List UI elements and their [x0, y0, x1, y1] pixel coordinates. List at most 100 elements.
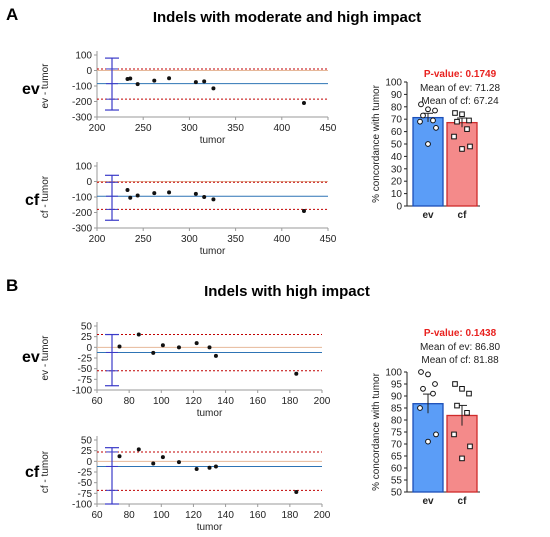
B-ev-bland-altman-x-tick-label: 160 — [249, 396, 266, 407]
pvalue-b: P-value: 0.1438 — [424, 328, 497, 339]
A-concordance-bar-y-tick-label: 70 — [391, 115, 403, 126]
B-cf-bland-altman-y-tick-label: -25 — [78, 468, 93, 479]
row-label-a-cf: cf — [25, 192, 40, 209]
A-cf-bland-altman-y-tick-label: -200 — [72, 208, 92, 219]
B-concordance-bar-point-ev — [433, 431, 439, 438]
A-concordance-bar-point-cf — [464, 126, 470, 132]
A-cf-bland-altman-x-tick-label: 250 — [135, 234, 152, 245]
B-ev-bland-altman-x-axis-title: tumor — [197, 408, 223, 419]
B-cf-bland-altman-y-axis-title: cf - tumor — [40, 450, 51, 493]
mean-cf-a: Mean of cf: 67.24 — [421, 96, 499, 107]
row-label-b-cf: cf — [25, 464, 40, 481]
B-concordance-bar-point-ev — [432, 381, 438, 387]
A-concordance-bar-point-ev — [425, 141, 431, 147]
A-concordance-bar-category-label-ev: ev — [422, 210, 434, 221]
B-ev-bland-altman-y-tick-label: 0 — [86, 343, 92, 354]
B-concordance-bar-y-tick-label: 75 — [391, 428, 403, 439]
B-ev-bland-altman-x-tick-label: 100 — [153, 396, 170, 407]
A-concordance-bar-point-ev — [432, 107, 438, 114]
B-cf-bland-altman-x-tick-label: 140 — [217, 510, 234, 521]
B-cf-bland-altman-data-point — [136, 447, 141, 452]
B-concordance-bar-y-tick-label: 65 — [391, 452, 403, 463]
A-concordance-bar-y-tick-label: 0 — [396, 202, 402, 213]
A-cf-bland-altman-y-tick-label: 100 — [75, 162, 92, 173]
B-cf-bland-altman-data-point — [207, 465, 212, 470]
section-title-b: Indels with high impact — [204, 283, 370, 300]
B-ev-bland-altman-x-tick-label: 80 — [124, 396, 136, 407]
A-ev-bland-altman-data-point — [301, 101, 306, 106]
A-cf-bland-altman-data-point — [167, 190, 172, 195]
B-concordance-bar-point-cf — [459, 455, 465, 462]
B-cf-bland-altman-y-tick-label: -50 — [78, 478, 93, 489]
B-ev-bland-altman-x-tick-label: 60 — [91, 396, 103, 407]
B-cf-bland-altman-x-tick-label: 60 — [91, 510, 103, 521]
A-concordance-bar-point-cf — [454, 118, 460, 125]
B-cf-bland-altman-data-point — [176, 460, 181, 465]
B-concordance-bar-point-cf — [467, 443, 473, 450]
A-ev-bland-altman-y-tick-label: 0 — [86, 66, 92, 77]
A-concordance-bar-bar-ev — [412, 116, 444, 207]
A-ev-bland-altman-x-tick-label: 350 — [227, 123, 244, 134]
B-cf-bland-altman-y-tick-label: 25 — [81, 446, 93, 457]
B-ev-bland-altman-data-point — [160, 343, 165, 348]
B-cf-bland-altman-x-tick-label: 200 — [314, 510, 331, 521]
B-concordance-bar-point-ev — [418, 369, 424, 375]
B-cf-bland-altman-data-point — [213, 464, 218, 469]
row-label-b-ev: ev — [22, 349, 40, 366]
A-cf-bland-altman-data-point — [193, 191, 198, 196]
A-concordance-bar-y-tick-label: 80 — [391, 102, 403, 113]
B-ev-bland-altman-data-point — [136, 332, 141, 337]
A-concordance-bar-point-ev — [418, 101, 424, 108]
B-ev-bland-altman-data-point — [213, 353, 218, 358]
A-ev-bland-altman-x-tick-label: 300 — [181, 123, 198, 134]
B-concordance-bar-y-tick-label: 55 — [391, 476, 403, 487]
A-ev-bland-altman-data-point — [211, 86, 216, 91]
A-concordance-bar-y-tick-label: 60 — [391, 127, 403, 138]
B-cf-bland-altman-y-tick-label: -100 — [72, 500, 92, 511]
B-concordance-bar-y-axis-title: % concordance with tumor — [371, 372, 382, 491]
B-ev-bland-altman-data-point — [117, 344, 122, 349]
A-concordance-bar-y-tick-label: 90 — [391, 90, 403, 101]
B-concordance-bar-category-label-ev: ev — [422, 496, 434, 507]
A-cf-bland-altman-x-tick-label: 350 — [227, 234, 244, 245]
B-concordance-bar-point-cf — [454, 402, 460, 409]
A-ev-bland-altman-x-tick-label: 250 — [135, 123, 152, 134]
A-concordance-bar-y-tick-label: 40 — [391, 152, 403, 163]
B-cf-bland-altman-data-point — [117, 454, 122, 459]
A-ev-bland-altman-data-point — [202, 79, 207, 84]
A-cf-bland-altman-x-tick-label: 300 — [181, 234, 198, 245]
B-cf-bland-altman-y-tick-label: 0 — [86, 457, 92, 468]
B-concordance-bar-point-cf — [452, 381, 458, 387]
A-ev-bland-altman-x-tick-label: 450 — [320, 123, 337, 134]
A-concordance-bar-point-cf — [459, 146, 465, 152]
A-ev-bland-altman-y-tick-label: -100 — [72, 82, 92, 93]
A-ev-bland-altman-x-tick-label: 400 — [273, 123, 290, 134]
A-concordance-bar-point-ev — [425, 106, 431, 113]
B-cf-bland-altman-x-tick-label: 160 — [249, 510, 266, 521]
A-ev-bland-altman-y-tick-label: -200 — [72, 97, 92, 108]
B-ev-bland-altman-y-tick-label: -50 — [78, 364, 93, 375]
A-ev-bland-altman-data-point — [135, 82, 140, 87]
B-cf-bland-altman-x-tick-label: 120 — [185, 510, 202, 521]
B-concordance-bar-point-ev — [430, 390, 436, 397]
B-concordance-bar-bar-cf — [446, 414, 478, 493]
mean-ev-a: Mean of ev: 71.28 — [420, 83, 500, 94]
section-title-a: Indels with moderate and high impact — [153, 9, 421, 26]
B-ev-bland-altman-data-point — [207, 345, 212, 350]
A-concordance-bar-y-axis-title: % concordance with tumor — [371, 84, 382, 203]
A-cf-bland-altman-data-point — [211, 197, 216, 202]
B-ev-bland-altman-data-point — [294, 371, 299, 376]
A-ev-bland-altman-data-point — [193, 80, 198, 85]
B-concordance-bar-y-tick-label: 70 — [391, 440, 403, 451]
A-concordance-bar-y-tick-label: 50 — [391, 140, 403, 151]
A-concordance-bar-point-ev — [417, 118, 423, 125]
B-ev-bland-altman-y-axis-title: ev - tumor — [40, 335, 51, 381]
A-ev-bland-altman-data-point — [152, 78, 157, 83]
B-cf-bland-altman-y-tick-label: 50 — [81, 436, 93, 447]
B-cf-bland-altman-x-axis-title: tumor — [197, 522, 223, 533]
B-ev-bland-altman-x-tick-label: 140 — [217, 396, 234, 407]
A-cf-bland-altman-data-point — [202, 195, 207, 199]
A-cf-bland-altman-x-tick-label: 400 — [273, 234, 290, 245]
A-cf-bland-altman-x-tick-label: 450 — [320, 234, 337, 245]
